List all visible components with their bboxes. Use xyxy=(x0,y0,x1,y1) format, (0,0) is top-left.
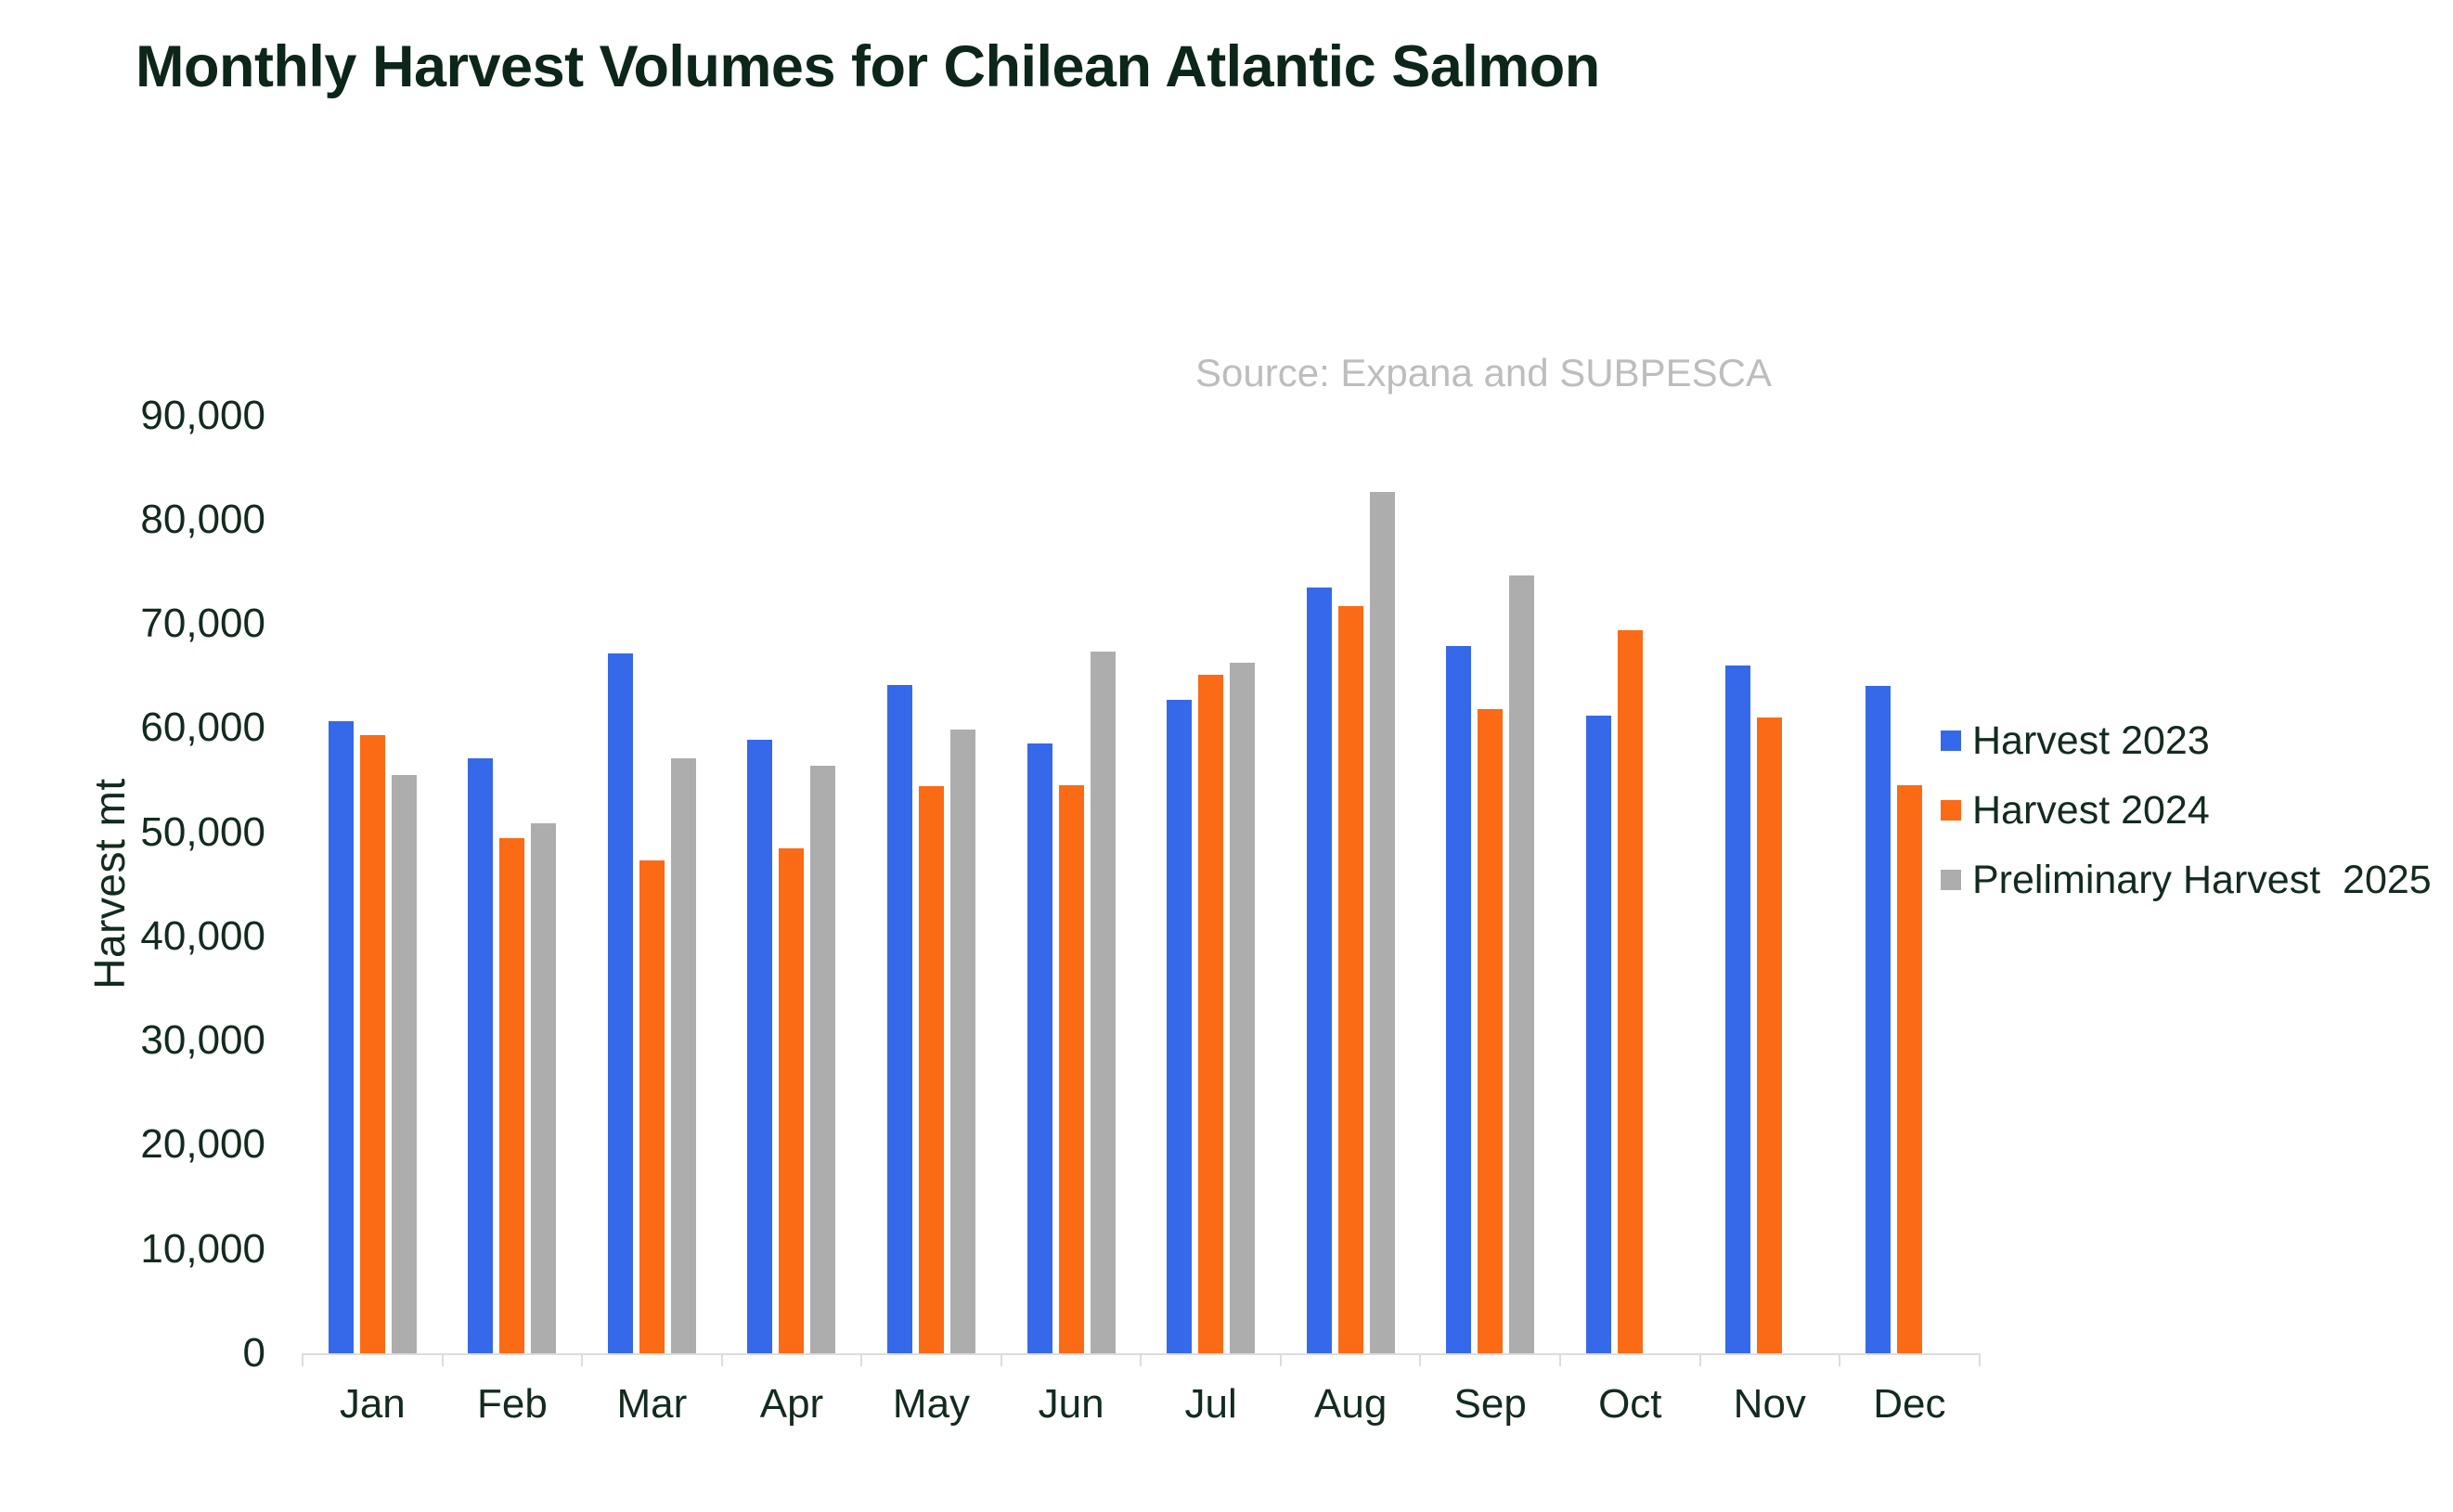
bar-mar-harvest-2024[interactable] xyxy=(639,859,665,1353)
bar-dec-harvest-2023[interactable] xyxy=(1865,686,1891,1353)
x-axis-tick xyxy=(1978,1353,1981,1366)
x-label-sep: Sep xyxy=(1453,1381,1527,1427)
x-label-feb: Feb xyxy=(476,1381,548,1427)
bar-oct-harvest-2023[interactable] xyxy=(1585,715,1611,1353)
bar-apr-harvest-2023[interactable] xyxy=(747,739,773,1353)
legend-swatch xyxy=(1941,730,1961,751)
bar-may-preliminary-harvest-2025[interactable] xyxy=(950,729,975,1353)
x-label-may: May xyxy=(892,1381,971,1427)
bar-jan-harvest-2024[interactable] xyxy=(359,735,385,1353)
y-tick-label: 20,000 xyxy=(140,1121,265,1168)
x-axis-tick xyxy=(581,1353,584,1366)
source-note: Source: Expana and SUBPESCA xyxy=(1195,351,1773,394)
x-label-aug: Aug xyxy=(1314,1381,1388,1427)
bar-feb-harvest-2023[interactable] xyxy=(468,757,494,1353)
bar-oct-harvest-2024[interactable] xyxy=(1617,629,1643,1353)
x-axis-tick xyxy=(441,1353,444,1366)
legend-swatch xyxy=(1941,870,1961,890)
bar-jun-harvest-2024[interactable] xyxy=(1058,785,1084,1353)
bar-jul-harvest-2023[interactable] xyxy=(1167,700,1193,1353)
y-tick-label: 60,000 xyxy=(140,704,265,751)
x-label-apr: Apr xyxy=(759,1381,824,1427)
bar-sep-harvest-2023[interactable] xyxy=(1446,645,1472,1353)
x-axis-tick xyxy=(860,1353,863,1366)
bar-jan-harvest-2023[interactable] xyxy=(328,720,354,1353)
bar-nov-harvest-2024[interactable] xyxy=(1757,717,1783,1353)
x-axis-tick xyxy=(1279,1353,1282,1366)
bar-feb-preliminary-harvest-2025[interactable] xyxy=(531,822,557,1353)
bar-jul-harvest-2024[interactable] xyxy=(1198,675,1224,1353)
x-axis-tick xyxy=(720,1353,723,1366)
y-tick-label: 80,000 xyxy=(140,496,265,542)
bar-nov-harvest-2023[interactable] xyxy=(1725,666,1751,1353)
legend-label: Harvest 2024 xyxy=(1972,788,2210,833)
x-axis-tick xyxy=(1000,1353,1002,1366)
bar-aug-harvest-2023[interactable] xyxy=(1306,587,1332,1353)
y-tick-label: 0 xyxy=(242,1330,265,1376)
bar-sep-preliminary-harvest-2025[interactable] xyxy=(1509,575,1535,1353)
x-axis-tick xyxy=(1419,1353,1422,1366)
x-label-jun: Jun xyxy=(1038,1381,1104,1427)
y-tick-label: 90,000 xyxy=(140,392,265,438)
legend-swatch xyxy=(1941,800,1961,821)
y-tick-label: 30,000 xyxy=(140,1017,265,1064)
bar-mar-harvest-2023[interactable] xyxy=(607,653,633,1353)
legend-label: Preliminary Harvest 2025 xyxy=(1972,858,2432,902)
bar-aug-preliminary-harvest-2025[interactable] xyxy=(1369,491,1395,1353)
legend-label: Harvest 2023 xyxy=(1972,718,2210,763)
y-tick-label: 40,000 xyxy=(140,912,265,959)
bar-jun-preliminary-harvest-2025[interactable] xyxy=(1090,652,1116,1353)
x-axis-tick xyxy=(1559,1353,1561,1366)
bar-apr-harvest-2024[interactable] xyxy=(779,847,805,1353)
x-label-jul: Jul xyxy=(1184,1381,1237,1427)
bar-feb-harvest-2024[interactable] xyxy=(499,838,525,1353)
bar-mar-preliminary-harvest-2025[interactable] xyxy=(670,757,696,1353)
x-label-dec: Dec xyxy=(1873,1381,1946,1427)
bar-jan-preliminary-harvest-2025[interactable] xyxy=(391,774,417,1353)
y-tick-label: 70,000 xyxy=(140,601,265,647)
x-axis-tick xyxy=(1698,1353,1701,1366)
x-label-oct: Oct xyxy=(1598,1381,1662,1427)
bar-sep-harvest-2024[interactable] xyxy=(1478,709,1504,1353)
bar-jul-preliminary-harvest-2025[interactable] xyxy=(1230,662,1256,1353)
x-label-nov: Nov xyxy=(1733,1381,1806,1427)
bar-jun-harvest-2023[interactable] xyxy=(1026,743,1052,1353)
bar-dec-harvest-2024[interactable] xyxy=(1896,785,1922,1353)
x-label-mar: Mar xyxy=(616,1381,688,1427)
x-axis-tick xyxy=(1140,1353,1143,1366)
x-axis-tick xyxy=(302,1353,303,1366)
bar-apr-preliminary-harvest-2025[interactable] xyxy=(810,765,836,1353)
y-tick-label: 10,000 xyxy=(140,1225,265,1272)
bar-aug-harvest-2024[interactable] xyxy=(1337,606,1363,1353)
x-label-jan: Jan xyxy=(339,1381,406,1427)
y-tick-label: 50,000 xyxy=(140,808,265,855)
bar-may-harvest-2023[interactable] xyxy=(887,685,912,1353)
bar-may-harvest-2024[interactable] xyxy=(919,786,944,1353)
x-axis-tick xyxy=(1839,1353,1841,1366)
chart-title: Monthly Harvest Volumes for Chilean Atla… xyxy=(136,34,1600,99)
